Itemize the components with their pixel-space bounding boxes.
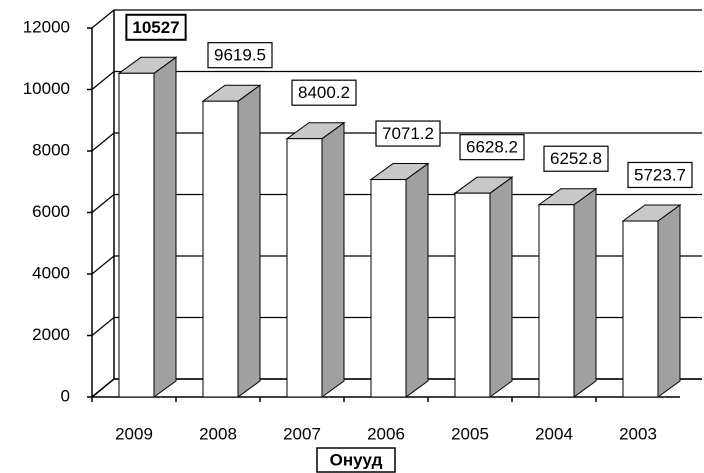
x-tick-label: 2008 [199,424,237,443]
bar-side [405,162,429,398]
bar-side [657,204,681,398]
bar [621,204,682,398]
value-label-box [291,79,357,106]
bar-front [622,220,659,398]
x-tick-label: 2007 [283,424,321,443]
y-tick-label: 8000 [32,140,70,159]
x-tick-label: 2006 [367,424,405,443]
bar-front [454,192,491,398]
value-label: 6628.2 [466,138,518,157]
bar [369,162,430,398]
value-label-box [627,161,693,189]
y-tick-label: 2000 [32,325,70,344]
bar-side [573,187,597,398]
grid-line [91,9,702,29]
bar-front [286,138,323,398]
value-label: 8400.2 [298,83,350,102]
grid-line [91,132,702,152]
value-label-box [207,42,273,69]
value-label: 6252.8 [550,149,602,168]
x-tick-label: 2005 [451,424,489,443]
value-label: 7071.2 [382,124,434,143]
x-tick-label: 2004 [535,424,573,443]
x-axis-title-box [316,447,396,473]
value-label-box [459,134,525,161]
bar-front [202,100,239,398]
y-tick-label: 12000 [23,17,70,36]
x-tick-label: 2009 [115,424,153,443]
bar-side [321,121,345,398]
value-label-box [375,120,441,147]
value-label: 5723.7 [634,165,686,184]
bar-front [538,204,575,398]
y-tick-label: 10000 [23,79,70,98]
bar-front [118,72,155,398]
bar [117,56,178,398]
x-tick-label: 2003 [619,424,657,443]
bar [537,187,598,398]
value-label-box [543,145,609,172]
x-axis-title: Онууд [330,450,383,469]
grid-line [91,70,702,90]
value-label: 10527 [132,18,179,37]
y-tick-label: 6000 [32,202,70,221]
bar-side [237,84,261,398]
bar-front [370,179,407,398]
bar [285,121,346,398]
x-axis-title-group: Онууд [316,447,396,473]
bar [201,84,262,398]
bar-side [153,56,177,398]
y-tick-label: 4000 [32,263,70,282]
y-tick-label: 0 [61,386,70,405]
bar [453,176,514,398]
bar-side [489,176,513,398]
value-label-box [125,13,187,41]
value-label: 9619.5 [214,46,266,65]
